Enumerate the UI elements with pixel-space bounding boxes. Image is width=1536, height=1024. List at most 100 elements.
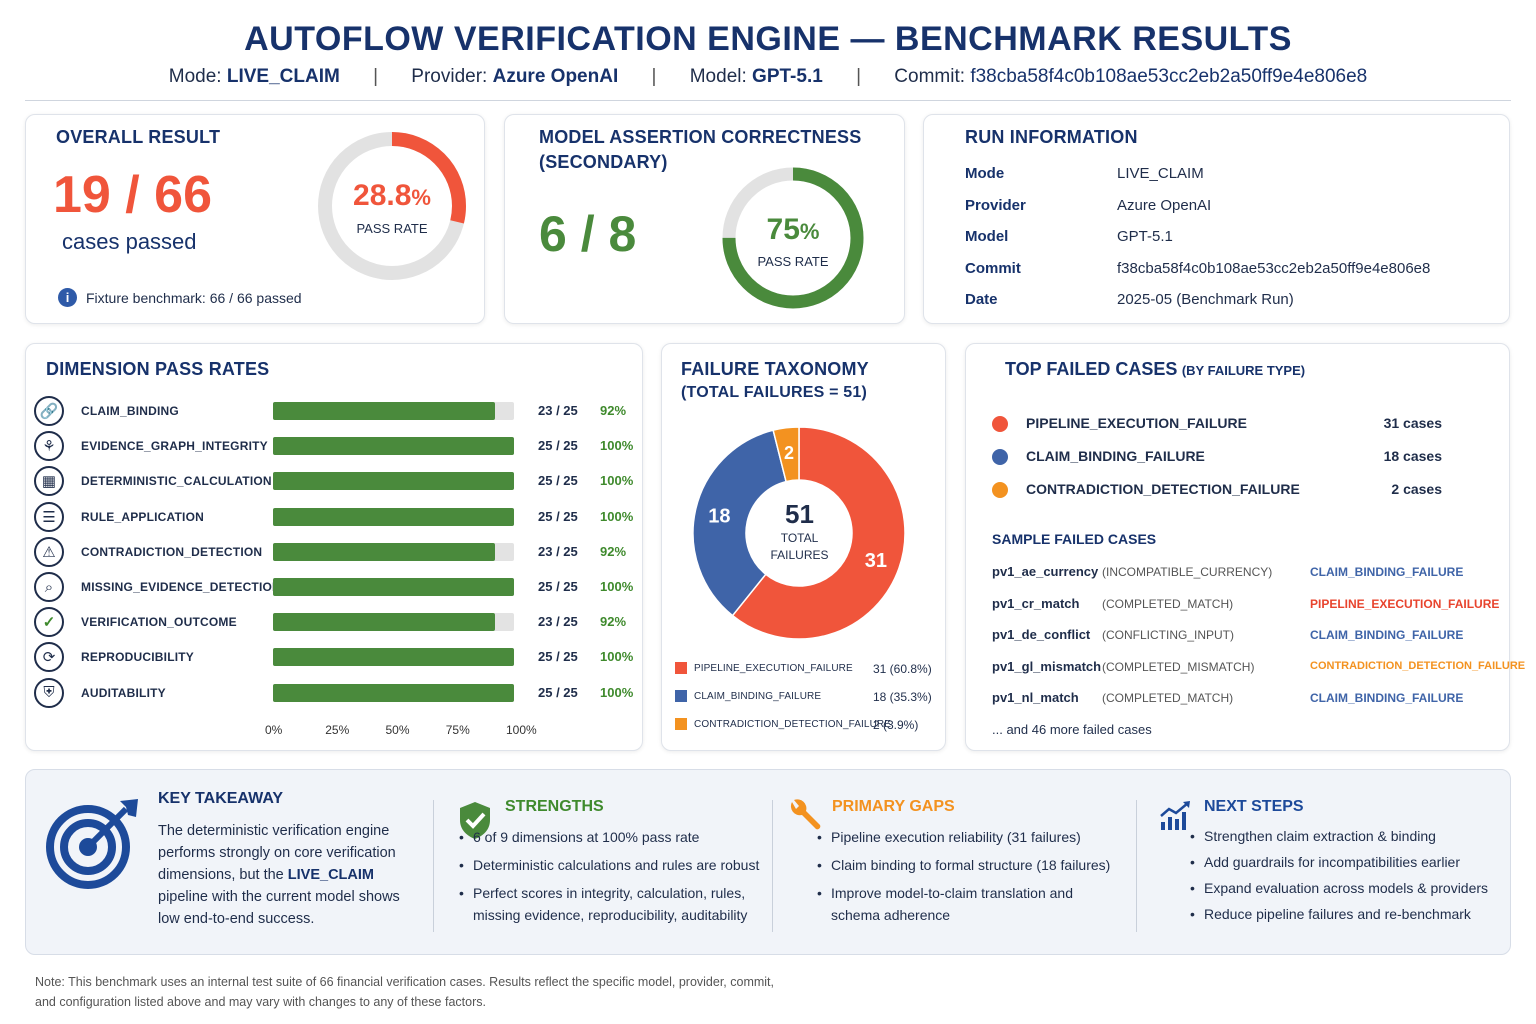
- bar-fill: [273, 648, 514, 667]
- bar-fill: [273, 472, 514, 491]
- assertion-title-1: MODEL ASSERTION CORRECTNESS: [539, 127, 862, 147]
- more-failed-note: ... and 46 more failed cases: [992, 722, 1152, 737]
- key-takeaway-text: The deterministic verification engine pe…: [158, 823, 400, 927]
- legend-value: 31 (60.8%): [873, 662, 932, 676]
- run-info-value: GPT-5.1: [1117, 228, 1173, 245]
- run-info-title: RUN INFORMATION: [965, 127, 1138, 147]
- page-title: AUTOFLOW VERIFICATION ENGINE — BENCHMARK…: [244, 20, 1292, 58]
- graph-icon: ⚘: [34, 431, 64, 462]
- dimension-bar-chart: 🔗 CLAIM_BINDING 23 / 25 92% ⚘ EVIDENCE_GRAPH_…: [26, 394, 644, 724]
- run-info-key: Mode: [965, 165, 1005, 182]
- primary-gaps-list: Pipeline execution reliability (31 failu…: [815, 826, 1125, 932]
- footnote: Note: This benchmark uses an internal te…: [35, 975, 774, 1009]
- assertion-title-2: (SECONDARY): [539, 152, 668, 172]
- magnifier-icon: ⌕: [34, 572, 64, 602]
- bar-fill: [273, 613, 495, 632]
- legend-value: 2 (3.9%): [873, 718, 919, 732]
- sample-case-status: (COMPLETED_MATCH): [1102, 596, 1234, 611]
- bar-fill: [273, 507, 514, 526]
- dimension-pct-label: 100%: [600, 684, 634, 700]
- bar-fill: [273, 683, 514, 702]
- separator: |: [651, 66, 657, 87]
- dimension-count: 25 / 25: [538, 508, 578, 524]
- run-info-value: f38cba58f4c0b108ae53cc2eb2a50ff9e4e806e8: [1117, 259, 1431, 277]
- dimension-pct-label: 92%: [600, 403, 627, 418]
- dimension-row: ✓ VERIFICATION_OUTCOME 23 / 25 92%: [26, 605, 666, 640]
- failure-type-dot: [992, 482, 1008, 498]
- bullet-item: Deterministic calculations and rules are…: [457, 854, 767, 876]
- commit-label: Commit:: [894, 66, 966, 87]
- bullet-item: Improve model-to-claim translation and s…: [815, 882, 1125, 926]
- bullet-item: Expand evaluation across models & provid…: [1188, 878, 1498, 898]
- sample-case-failure-type: PIPELINE_EXECUTION_FAILURE: [1310, 596, 1500, 611]
- dimension-pct-label: 100%: [600, 438, 634, 454]
- failure-type-dot: [992, 449, 1008, 465]
- run-info-key: Model: [965, 228, 1009, 245]
- divider: [433, 800, 434, 932]
- dimension-title: DIMENSION PASS RATES: [46, 359, 270, 379]
- run-info-value: 2025-05 (Benchmark Run): [1117, 291, 1294, 308]
- dimension-label: VERIFICATION_OUTCOME: [81, 615, 237, 630]
- shield-icon: ⛨: [34, 677, 64, 708]
- sample-case-failure-type: CONTRADICTION_DETECTION_FAILURE: [1310, 659, 1526, 672]
- assertion-pass-donut: [722, 167, 864, 309]
- dimension-label: DETERMINISTIC_CALCULATION: [81, 474, 272, 489]
- assertion-donut-label: PASS RATE: [757, 254, 829, 269]
- pie-slice: [731, 426, 906, 640]
- sample-case-id: pv1_ae_currency: [992, 564, 1099, 579]
- sample-case-id: pv1_nl_match: [992, 690, 1079, 705]
- bar-fill: [273, 437, 514, 456]
- overall-score: 19 / 66: [53, 166, 213, 224]
- calculator-icon: ▦: [34, 466, 64, 497]
- dimension-row: ▦ DETERMINISTIC_CALCULATION 25 / 25 100%: [26, 464, 666, 499]
- run-info-card: RUN INFORMATION Mode LIVE_CLAIM Provider Az…: [923, 114, 1510, 324]
- dimension-label: CONTRADICTION_DETECTION: [81, 544, 263, 559]
- link-icon: 🔗: [34, 396, 64, 426]
- bullet-item: Reduce pipeline failures and re-benchmar…: [1188, 904, 1498, 924]
- overall-donut-label: PASS RATE: [356, 221, 428, 236]
- dimension-count: 25 / 25: [538, 438, 578, 454]
- bullet-item: Perfect scores in integrity, calculation…: [457, 882, 767, 926]
- separator: |: [373, 66, 379, 87]
- pie-center-label-1: TOTAL: [780, 531, 819, 545]
- failure-taxonomy-card: FAILURE TAXONOMY (TOTAL FAILURES = 51) 3…: [661, 343, 946, 751]
- divider: [772, 800, 773, 932]
- sample-case-id: pv1_cr_match: [992, 595, 1080, 611]
- donut-pass-arc: [318, 132, 466, 280]
- legend-label: CLAIM_BINDING_FAILURE: [694, 691, 822, 702]
- x-tick-label: 0%: [265, 723, 283, 737]
- failure-type-dot: [992, 416, 1008, 432]
- dimension-pct-label: 100%: [600, 579, 634, 594]
- next-steps-title: NEXT STEPS: [1204, 798, 1304, 815]
- taxonomy-title-2: (TOTAL FAILURES = 51): [681, 384, 868, 401]
- dimension-label: RULE_APPLICATION: [81, 509, 204, 524]
- dimension-pct-label: 92%: [600, 543, 627, 559]
- run-info-key: Date: [965, 291, 998, 308]
- failure-type-count: 31 cases: [1383, 415, 1442, 431]
- bar-track: [273, 507, 514, 526]
- sample-case-id: pv1_de_conflict: [992, 627, 1091, 642]
- info-icon: i: [58, 288, 77, 307]
- assertion-score: 6 / 8: [539, 206, 637, 262]
- assertion-pct: 75%: [766, 213, 820, 246]
- bar-track: [273, 402, 514, 420]
- sample-case-failure-type: CLAIM_BINDING_FAILURE: [1310, 565, 1464, 579]
- run-info-key: Provider: [965, 196, 1026, 214]
- run-info-key: Commit: [965, 259, 1021, 277]
- failure-type-name: CLAIM_BINDING_FAILURE: [1026, 448, 1205, 464]
- dimension-count: 23 / 25: [538, 403, 578, 418]
- dimension-label: MISSING_EVIDENCE_DETECTION: [81, 580, 281, 594]
- dimension-row: ⟳ REPRODUCIBILITY 25 / 25 100%: [26, 640, 666, 675]
- pie-slice: [772, 426, 800, 483]
- sample-failed-title: SAMPLE FAILED CASES: [992, 531, 1157, 547]
- fixture-note: Fixture benchmark: 66 / 66 passed: [86, 290, 302, 306]
- failure-type-count: 18 cases: [1383, 448, 1442, 464]
- run-info-value: Azure OpenAI: [1117, 196, 1212, 214]
- overall-result-card: OVERALL RESULT 19 / 66 cases passed i Fi…: [25, 114, 485, 324]
- bullet-item: Strengthen claim extraction & binding: [1188, 826, 1498, 846]
- dimension-count: 23 / 25: [538, 614, 578, 630]
- donut-pass-arc: [722, 167, 864, 309]
- dimension-row: ⌕ MISSING_EVIDENCE_DETECTION 25 / 25 100%: [26, 570, 666, 605]
- x-tick-label: 25%: [325, 723, 350, 737]
- assertion-card: MODEL ASSERTION CORRECTNESS (SECONDARY) …: [504, 114, 905, 324]
